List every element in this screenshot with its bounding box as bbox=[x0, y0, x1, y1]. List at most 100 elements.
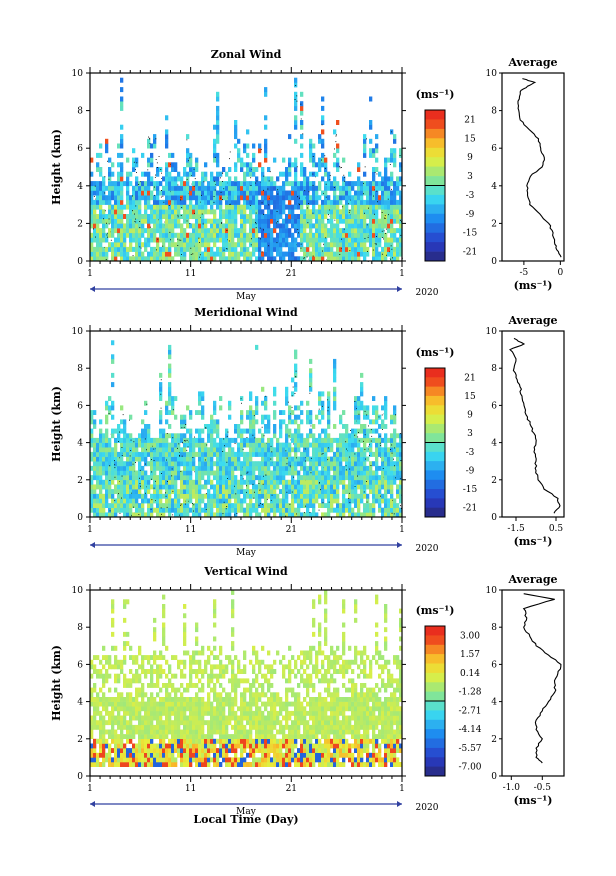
heatmap-cell bbox=[213, 442, 217, 448]
contour-dot bbox=[261, 426, 263, 428]
heatmap-cell bbox=[138, 442, 142, 448]
contour-dot bbox=[114, 460, 115, 462]
heatmap-cell bbox=[393, 218, 397, 224]
heatmap-cell bbox=[192, 461, 196, 467]
heatmap-cell bbox=[222, 479, 226, 485]
heatmap-cell bbox=[243, 185, 247, 191]
heatmap-cell bbox=[291, 512, 295, 518]
colorbar-swatch bbox=[425, 433, 445, 443]
heatmap-cell bbox=[99, 748, 103, 753]
heatmap-cell bbox=[126, 218, 130, 224]
heatmap-cell bbox=[135, 479, 139, 485]
heatmap-cell bbox=[180, 503, 184, 508]
heatmap-cell bbox=[219, 479, 223, 485]
heatmap-cell bbox=[183, 419, 187, 425]
heatmap-cell bbox=[369, 228, 373, 234]
heatmap-cell bbox=[276, 503, 280, 508]
heatmap-cell bbox=[348, 484, 352, 490]
heatmap-cell bbox=[345, 433, 349, 439]
heatmap-cell bbox=[306, 214, 310, 219]
contour-dot bbox=[260, 238, 261, 240]
contour-dot bbox=[393, 458, 394, 460]
heatmap-cell bbox=[192, 190, 196, 196]
heatmap-cell bbox=[171, 507, 175, 513]
heatmap-cell bbox=[219, 218, 223, 224]
heatmap-cell bbox=[270, 232, 274, 238]
heatmap-cell bbox=[237, 251, 241, 257]
heatmap-cell bbox=[330, 442, 334, 448]
heatmap-cell bbox=[117, 692, 121, 698]
heatmap-cell bbox=[249, 162, 253, 168]
heatmap-cell bbox=[225, 256, 229, 262]
contour-dot bbox=[154, 176, 156, 178]
heatmap-cell bbox=[255, 190, 259, 196]
heatmap-cell bbox=[354, 256, 358, 262]
heatmap-cell bbox=[351, 437, 355, 443]
heatmap-cell bbox=[162, 433, 166, 439]
heatmap-cell bbox=[93, 752, 97, 758]
heatmap-cell bbox=[120, 428, 124, 434]
heatmap-cell bbox=[99, 461, 103, 467]
contour-dot bbox=[181, 207, 183, 208]
heatmap-cell bbox=[258, 199, 262, 205]
heatmap-cell bbox=[201, 484, 205, 490]
heatmap-cell bbox=[141, 214, 145, 219]
heatmap-cell bbox=[180, 176, 184, 182]
heatmap-cell bbox=[300, 214, 304, 219]
heatmap-cell bbox=[396, 181, 400, 187]
heatmap-cell bbox=[150, 143, 154, 149]
heatmap-cell bbox=[216, 479, 220, 485]
heatmap-cell bbox=[165, 484, 169, 490]
heatmap-cell bbox=[336, 228, 340, 234]
heatmap-cell bbox=[108, 195, 112, 201]
heatmap-cell bbox=[339, 195, 343, 201]
heatmap-cell bbox=[288, 410, 292, 415]
heatmap-cell bbox=[375, 456, 379, 462]
heatmap-cell bbox=[357, 223, 361, 229]
contour-dot bbox=[380, 457, 382, 458]
heatmap-cell bbox=[150, 251, 154, 257]
heatmap-cell bbox=[177, 199, 181, 205]
heatmap-cell bbox=[348, 493, 352, 499]
heatmap-cell bbox=[327, 507, 331, 513]
heatmap-cell bbox=[348, 451, 352, 457]
heatmap-cell bbox=[336, 143, 340, 149]
heatmap-cell bbox=[276, 437, 280, 443]
heatmap-cell bbox=[396, 246, 400, 252]
heatmap-cell bbox=[327, 465, 331, 471]
heatmap-cell bbox=[366, 479, 370, 485]
heatmap-cell bbox=[201, 493, 205, 499]
contour-dot bbox=[295, 376, 297, 378]
heatmap-cell bbox=[105, 710, 109, 716]
heatmap-cell bbox=[162, 512, 166, 518]
heatmap-cell bbox=[183, 209, 187, 215]
heatmap-cell bbox=[291, 190, 295, 196]
contour-dot bbox=[324, 155, 326, 157]
heatmap-cell bbox=[237, 185, 241, 191]
heatmap-cell bbox=[204, 251, 208, 257]
heatmap-cell bbox=[93, 228, 97, 234]
heatmap-cell bbox=[243, 437, 247, 443]
heatmap-cell bbox=[378, 424, 382, 429]
colorbar-label: -9 bbox=[466, 466, 475, 476]
heatmap-cell bbox=[390, 181, 394, 187]
heatmap-cell bbox=[324, 461, 328, 467]
heatmap-cell bbox=[201, 218, 205, 224]
heatmap-cell bbox=[117, 465, 121, 471]
heatmap-cell bbox=[153, 456, 157, 462]
heatmap-cell bbox=[204, 246, 208, 252]
heatmap-cell bbox=[216, 447, 220, 453]
heatmap-cell bbox=[381, 419, 385, 425]
colorbar-swatch bbox=[425, 451, 445, 462]
heatmap-cell bbox=[150, 176, 154, 182]
heatmap-cell bbox=[159, 475, 163, 481]
heatmap-cell bbox=[399, 209, 403, 215]
heatmap-cell bbox=[234, 503, 238, 508]
heatmap-cell bbox=[309, 433, 313, 439]
heatmap-cell bbox=[219, 185, 223, 191]
heatmap-cell bbox=[300, 185, 304, 191]
heatmap-cell bbox=[294, 157, 298, 163]
heatmap-cell bbox=[192, 256, 196, 262]
heatmap-cell bbox=[312, 447, 316, 453]
heatmap-cell bbox=[180, 232, 184, 238]
